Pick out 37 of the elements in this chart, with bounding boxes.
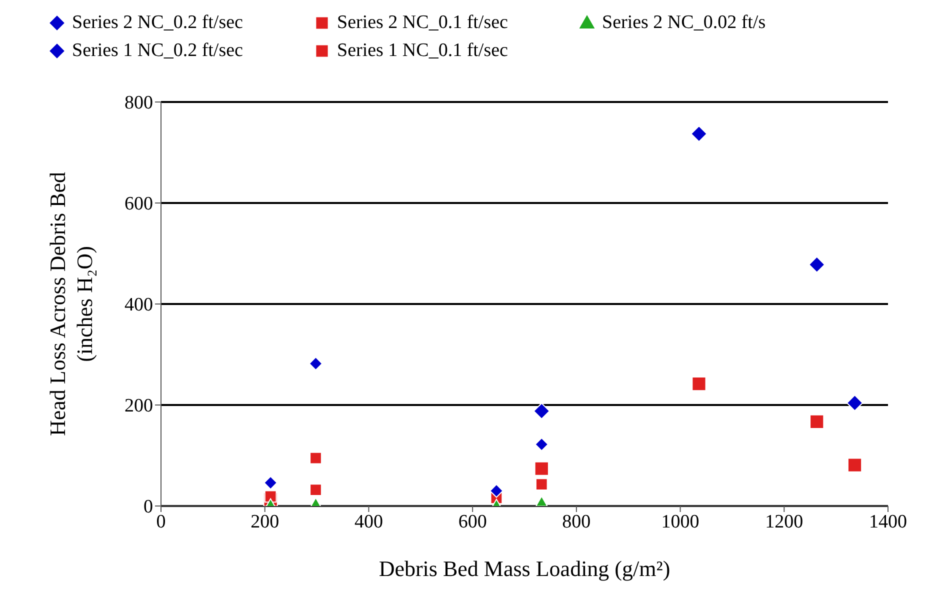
x-tick-label: 0 [156,511,166,532]
point [810,414,824,429]
point [690,126,708,142]
y-tick-label: 600 [124,194,153,215]
y-tick-label: 0 [144,496,153,518]
y-tick-label: 200 [124,396,153,417]
point [534,437,549,452]
x-tick-label: 1000 [661,511,700,532]
legend-label: Series 1 NC_0.2 ft/sec [72,40,243,62]
point [847,458,862,472]
point [808,256,826,273]
point [308,356,323,370]
legend-label: Series 2 NC_0.02 ft/s [602,12,766,34]
x-tick-label: 400 [354,511,383,532]
point [846,394,864,412]
point [310,452,322,464]
legend-label: Series 2 NC_0.2 ft/sec [72,12,243,34]
x-tick-label: 200 [250,511,280,532]
point [533,402,550,420]
y-tick-label: 400 [124,294,153,316]
point [534,461,549,476]
point [490,484,504,498]
point [692,376,706,392]
x-tick-label: 1400 [869,511,907,532]
y-tick-label: 800 [124,92,153,114]
point [264,490,277,503]
x-tick-label: 800 [562,511,591,532]
legend-label: Series 2 NC_0.1 ft/sec [337,12,508,34]
y-axis-title: Head Loss Across Debris Bed (inches H₂O) [45,172,97,436]
x-axis-title: Debris Bed Mass Loading (g/m²) [378,556,670,581]
point [264,476,278,490]
point [535,478,548,490]
legend-label: Series 1 NC_0.1 ft/sec [337,40,508,62]
x-tick-label: 600 [458,511,487,532]
point [310,484,322,496]
x-tick-label: 1200 [765,511,804,532]
point [535,496,548,506]
